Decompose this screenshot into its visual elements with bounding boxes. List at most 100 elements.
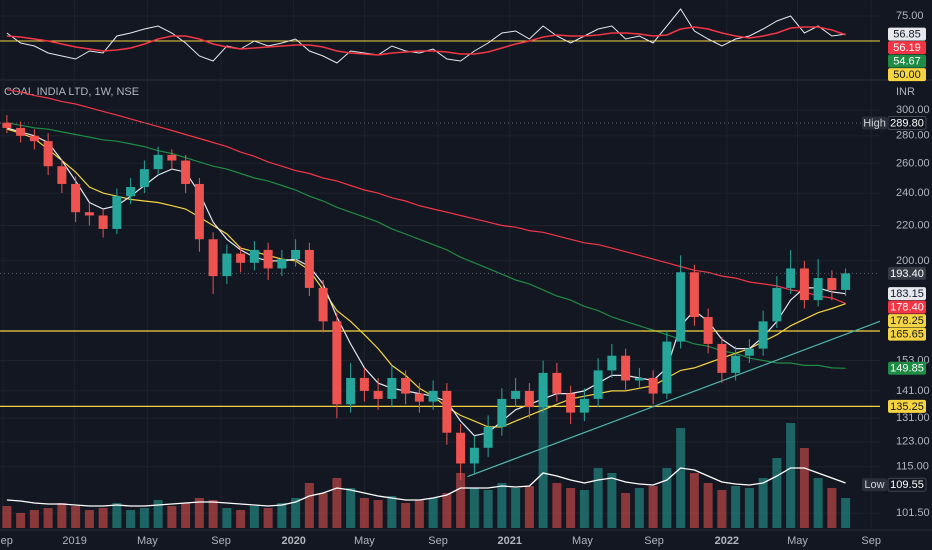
moving-average-line: [6, 89, 846, 304]
volume-bar: [799, 448, 809, 528]
candle-body: [552, 372, 562, 394]
volume-bar: [442, 493, 452, 528]
candle-body: [607, 355, 617, 371]
candle-body: [772, 287, 782, 322]
badge-label: 54.67: [893, 56, 921, 68]
volume-bar: [813, 478, 823, 528]
y-tick-label: 220.00: [896, 219, 930, 231]
candle-body: [2, 122, 12, 128]
candle-body: [593, 370, 603, 399]
badge-box: [888, 54, 926, 68]
badge-box: [888, 327, 926, 341]
volume-bar: [717, 490, 727, 528]
x-tick-label: May: [572, 535, 593, 547]
volume-bar: [786, 423, 796, 528]
y-tick-label: 240.00: [896, 187, 930, 199]
volume-bar: [772, 458, 782, 528]
candle-body: [29, 135, 39, 142]
volume-bar: [731, 486, 741, 528]
badge-box: [888, 68, 926, 82]
y-tick-label: 141.00: [896, 385, 930, 397]
volume-bar: [744, 488, 754, 528]
volume-bar: [593, 468, 603, 528]
badge-box: [888, 399, 926, 413]
badge-label: 178.25: [890, 315, 924, 327]
volume-bar: [112, 503, 122, 528]
badge-box: [887, 477, 927, 492]
y-tick-label: 200.00: [896, 255, 930, 267]
candle-body: [318, 287, 328, 322]
candle-body: [566, 393, 576, 413]
candle-body: [71, 183, 81, 213]
volume-bar: [249, 506, 259, 528]
candle-body: [469, 447, 479, 464]
x-tick-label: May: [137, 535, 158, 547]
volume-bar: [16, 513, 26, 528]
x-tick-label: Sep: [211, 535, 231, 547]
badge-label: 109.55: [890, 479, 924, 491]
price-badge: 193.40: [888, 266, 926, 280]
volume-bar: [153, 500, 163, 528]
y-tick-label: 300.00: [896, 104, 930, 116]
candle-body: [112, 196, 122, 229]
x-tick-label: Sep: [428, 535, 448, 547]
badge-label: 165.65: [890, 329, 924, 341]
volume-bar: [194, 498, 204, 528]
volume-bar: [538, 388, 548, 528]
volume-bar: [497, 483, 507, 528]
badge-box: [888, 266, 926, 280]
y-tick-label: 123.00: [896, 436, 930, 448]
candle-body: [208, 239, 218, 277]
candle-body: [744, 348, 754, 356]
badge-label: 50.00: [893, 69, 921, 81]
badge-box: [888, 287, 926, 301]
candle-body: [799, 268, 809, 301]
price-badge: 149.85: [888, 361, 926, 375]
candle-body: [786, 268, 796, 288]
price-badge: 135.25: [888, 399, 926, 413]
candle-body: [456, 432, 466, 464]
x-tick-label: Sep: [644, 535, 664, 547]
candle-body: [126, 186, 136, 197]
candle-body: [139, 169, 149, 187]
price-badge: 56.85: [888, 27, 926, 41]
candle-body: [813, 278, 823, 301]
volume-bar: [456, 473, 466, 528]
volume-bar: [662, 468, 672, 528]
rsi-line: [6, 26, 846, 56]
candle-body: [332, 321, 342, 405]
candle-body: [167, 154, 177, 161]
candle-body: [249, 249, 259, 263]
candle-body: [359, 377, 369, 391]
badge-box: [888, 41, 926, 55]
candle-body: [387, 377, 397, 399]
badge-box: [888, 300, 926, 314]
x-tick-label: May: [354, 535, 375, 547]
volume-bar: [291, 498, 301, 528]
trend-line: [467, 320, 881, 478]
badge-label: 56.19: [893, 42, 921, 54]
candle-body: [538, 372, 548, 408]
volume-bar: [263, 508, 273, 528]
volume-bar: [277, 503, 287, 528]
badge-label: 149.85: [890, 363, 924, 375]
x-tick-label: 2019: [62, 535, 86, 547]
candle-body: [676, 272, 686, 342]
x-tick-label: 2022: [715, 535, 739, 547]
candle-body: [428, 390, 438, 402]
y-tick-label: 115.00: [896, 461, 929, 473]
candle-body: [401, 377, 411, 394]
volume-bar: [758, 478, 768, 528]
candle-body: [511, 390, 521, 399]
volume-bar: [167, 506, 177, 528]
volume-bar: [524, 486, 534, 528]
volume-bar: [98, 508, 108, 528]
badge-label: 289.80: [890, 117, 924, 129]
candle-body: [689, 272, 699, 318]
volume-bar: [57, 503, 67, 528]
price-badge: 165.65: [888, 327, 926, 341]
y-tick-label: 101.50: [896, 507, 930, 519]
volume-bar: [607, 473, 617, 528]
